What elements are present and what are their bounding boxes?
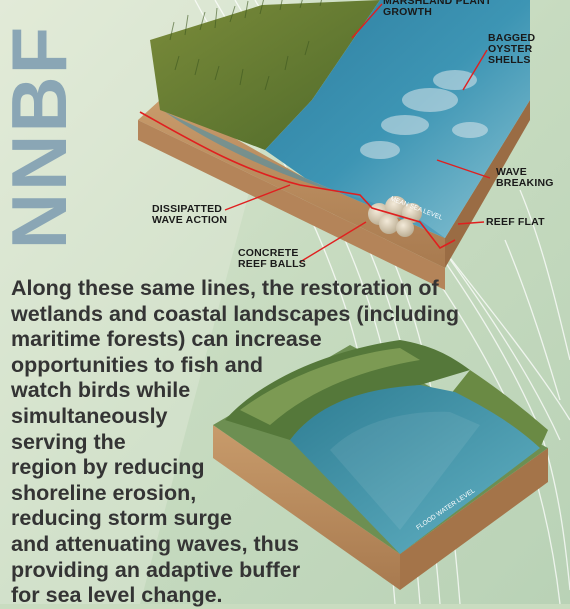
body-line: and attenuating waves, thus — [11, 531, 299, 556]
label-bagged-oyster-shells: BAGGED OYSTER SHELLS — [488, 32, 536, 66]
label-dissipated-wave-action: DISSIPATTED WAVE ACTION — [152, 203, 228, 226]
body-line: region by reducing — [11, 455, 205, 480]
nnbf-logo: NNBF — [4, 6, 74, 268]
body-line: simultaneously — [11, 403, 168, 428]
body-line: reducing storm surge — [11, 506, 233, 531]
label-marshland-plant-growth: MARSHLAND PLANT GROWTH — [383, 0, 492, 18]
body-line: for sea level change. — [11, 583, 223, 608]
body-paragraph: Along these same lines, the restoration … — [11, 276, 531, 609]
body-line: maritime forests) can increase — [11, 327, 322, 352]
label-concrete-reef-balls: CONCRETE REEF BALLS — [238, 247, 306, 270]
label-wave-breaking: WAVE BREAKING — [496, 166, 554, 189]
body-line: wetlands and coastal landscapes (includi… — [11, 301, 460, 326]
body-line: shoreline erosion, — [11, 480, 197, 505]
body-line: serving the — [11, 429, 126, 454]
label-reef-flat: REEF FLAT — [486, 216, 545, 228]
body-line: opportunities to fish and — [11, 352, 264, 377]
body-line: providing an adaptive buffer — [11, 557, 301, 582]
body-line: Along these same lines, the restoration … — [11, 276, 439, 300]
nnbf-logo-text: NNBF — [4, 24, 74, 250]
body-line: watch birds while — [11, 378, 191, 403]
